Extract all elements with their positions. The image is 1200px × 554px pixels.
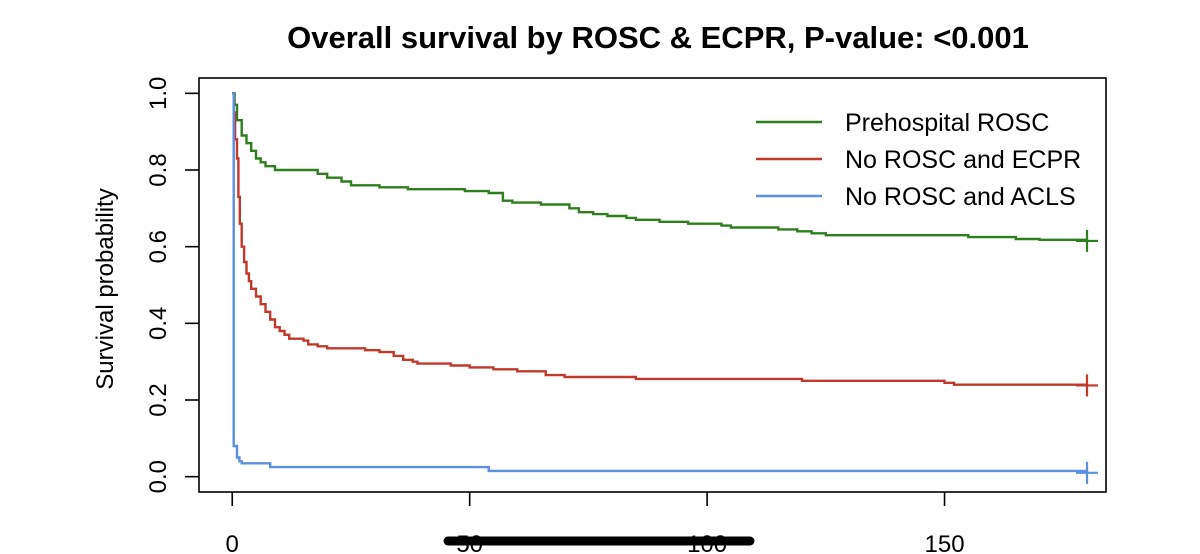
survival-curves — [232, 92, 1099, 484]
y-tick-label: 0.6 — [145, 230, 172, 263]
y-axis: 0.0 0.2 0.4 0.6 0.8 1.0 — [145, 77, 199, 493]
legend-label: No ROSC and ACLS — [845, 183, 1076, 211]
legend-label: Prehospital ROSC — [845, 109, 1049, 137]
x-tick-label: 0 — [226, 531, 239, 554]
y-tick-label: 0.2 — [145, 383, 172, 416]
y-tick-label: 0.8 — [145, 153, 172, 186]
survival-line-2 — [232, 92, 1089, 386]
plot-frame — [198, 77, 1107, 493]
survival-line-1 — [232, 92, 1089, 241]
x-tick-label: 150 — [925, 531, 965, 554]
y-tick-label: 0.4 — [145, 307, 172, 340]
y-axis-label: Survival probability — [92, 188, 119, 389]
survival-line-3 — [232, 92, 1089, 473]
y-tick-label: 1.0 — [145, 77, 172, 110]
chart-title: Overall survival by ROSC & ECPR, P-value… — [287, 20, 1029, 55]
y-tick-label: 0.0 — [145, 460, 172, 493]
legend-label: No ROSC and ECPR — [845, 146, 1081, 174]
legend: Prehospital ROSC No ROSC and ECPR No ROSC … — [756, 109, 1081, 211]
